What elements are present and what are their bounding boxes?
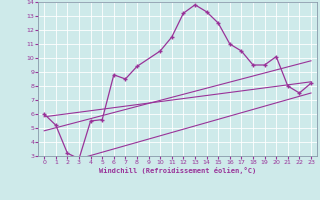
- X-axis label: Windchill (Refroidissement éolien,°C): Windchill (Refroidissement éolien,°C): [99, 167, 256, 174]
